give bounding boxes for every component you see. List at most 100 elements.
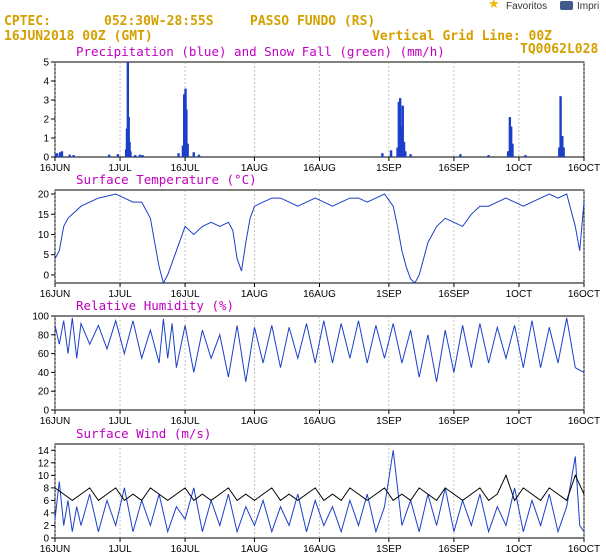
browser-toolbar: ★ Favoritos Impri	[0, 0, 606, 14]
y-tick-label: 2	[43, 115, 49, 126]
precip-bar	[55, 153, 59, 157]
y-tick-label: 20	[38, 387, 50, 398]
precip-bar	[401, 105, 404, 157]
precip-bar	[396, 147, 399, 157]
x-tick-label: 1OCT	[506, 416, 533, 427]
precip-bar	[134, 155, 137, 157]
y-tick-label: 0	[43, 534, 49, 545]
precip-bar	[561, 136, 564, 157]
series-line	[54, 473, 585, 502]
y-tick-label: 12	[38, 458, 50, 469]
precip-bar	[192, 152, 195, 157]
x-tick-label: 16OCT	[568, 289, 600, 300]
precip-bar	[197, 154, 201, 157]
x-tick-label: 16SEP	[438, 544, 469, 555]
x-tick-label: 16JUN	[40, 544, 71, 555]
precip-bar	[409, 154, 412, 157]
x-tick-label: 1AUG	[241, 416, 268, 427]
y-tick-label: 10	[38, 230, 50, 241]
x-tick-label: 16OCT	[568, 416, 600, 427]
header-coords: 052:30W-28:55S	[104, 14, 214, 29]
x-tick-label: 16SEP	[438, 289, 469, 300]
y-tick-label: 60	[38, 349, 50, 360]
x-tick-label: 1SEP	[376, 163, 402, 174]
precip-bar	[389, 150, 393, 157]
x-tick-label: 16OCT	[568, 544, 600, 555]
x-tick-label: 1OCT	[506, 544, 533, 555]
favorites-link[interactable]: Favoritos	[506, 1, 548, 12]
precip-bar	[128, 141, 131, 157]
x-tick-label: 1JUL	[108, 163, 132, 174]
y-tick-label: 0	[43, 406, 49, 417]
precip-bar	[116, 154, 120, 157]
precip-bar	[68, 154, 71, 157]
x-tick-label: 16JUL	[171, 289, 200, 300]
print-link[interactable]: Impri	[577, 1, 600, 12]
y-tick-label: 2	[43, 521, 49, 532]
x-tick-label: 1JUL	[108, 289, 132, 300]
precip-bar	[506, 151, 510, 157]
precip-bar	[558, 147, 561, 157]
y-tick-label: 1	[43, 134, 49, 145]
y-tick-label: 4	[43, 508, 49, 519]
series-line	[54, 450, 585, 534]
plot-frame	[54, 315, 585, 411]
y-tick-label: 80	[38, 330, 50, 341]
x-tick-label: 1SEP	[376, 544, 402, 555]
y-tick-label: 5	[43, 250, 49, 261]
precip-bar	[524, 155, 527, 157]
x-tick-label: 16AUG	[303, 544, 336, 555]
y-tick-label: 4	[43, 77, 49, 88]
y-tick-label: 10	[38, 471, 50, 482]
precip-bar	[508, 117, 512, 157]
precip-bar	[54, 154, 58, 157]
precip-bar	[398, 98, 402, 157]
precip-bar	[186, 143, 189, 157]
series-line	[54, 193, 585, 285]
star-icon[interactable]: ★	[488, 0, 500, 12]
precip-bar	[511, 143, 514, 157]
y-tick-label: 100	[32, 312, 49, 323]
panel-title: Precipitation (blue) and Snow Fall (gree…	[76, 44, 445, 59]
precip-bar	[562, 147, 565, 157]
x-tick-label: 16JUL	[171, 416, 200, 427]
precip-bar	[72, 155, 75, 157]
x-tick-label: 1SEP	[376, 289, 402, 300]
x-tick-label: 1JUL	[108, 544, 132, 555]
precip-bar	[108, 154, 111, 157]
x-tick-label: 1OCT	[506, 289, 533, 300]
panel-title: Relative Humidity (%)	[76, 298, 234, 313]
x-tick-label: 16JUL	[171, 163, 200, 174]
y-tick-label: 3	[43, 96, 49, 107]
panel-title: Surface Wind (m/s)	[76, 426, 211, 441]
header-station: PASSO FUNDO (RS)	[250, 14, 376, 29]
header-code: TQ0062L028	[520, 42, 599, 57]
x-tick-label: 1SEP	[376, 416, 402, 427]
precip-bar	[181, 145, 185, 157]
precip-bar	[397, 101, 401, 157]
printer-icon[interactable]	[560, 1, 573, 10]
y-tick-label: 8	[43, 483, 49, 494]
x-tick-label: 1AUG	[241, 163, 268, 174]
x-tick-label: 16JUL	[171, 544, 200, 555]
precip-bar	[402, 141, 406, 157]
x-tick-label: 16AUG	[303, 289, 336, 300]
plot-frame	[54, 61, 585, 158]
precip-bar	[381, 153, 384, 157]
y-tick-label: 0	[43, 270, 49, 281]
x-tick-label: 16AUG	[303, 163, 336, 174]
y-tick-label: 14	[38, 446, 50, 457]
y-tick-label: 6	[43, 496, 49, 507]
precip-bar	[60, 151, 64, 157]
y-tick-label: 40	[38, 368, 50, 379]
plot-frame	[54, 443, 585, 539]
precip-bar	[404, 151, 407, 157]
y-tick-label: 15	[38, 210, 50, 221]
precip-bar	[185, 109, 188, 157]
precip-bar	[126, 62, 130, 157]
series-line	[54, 317, 585, 382]
x-tick-label: 16SEP	[438, 416, 469, 427]
precip-bar	[59, 152, 62, 157]
x-tick-label: 16JUN	[40, 416, 71, 427]
